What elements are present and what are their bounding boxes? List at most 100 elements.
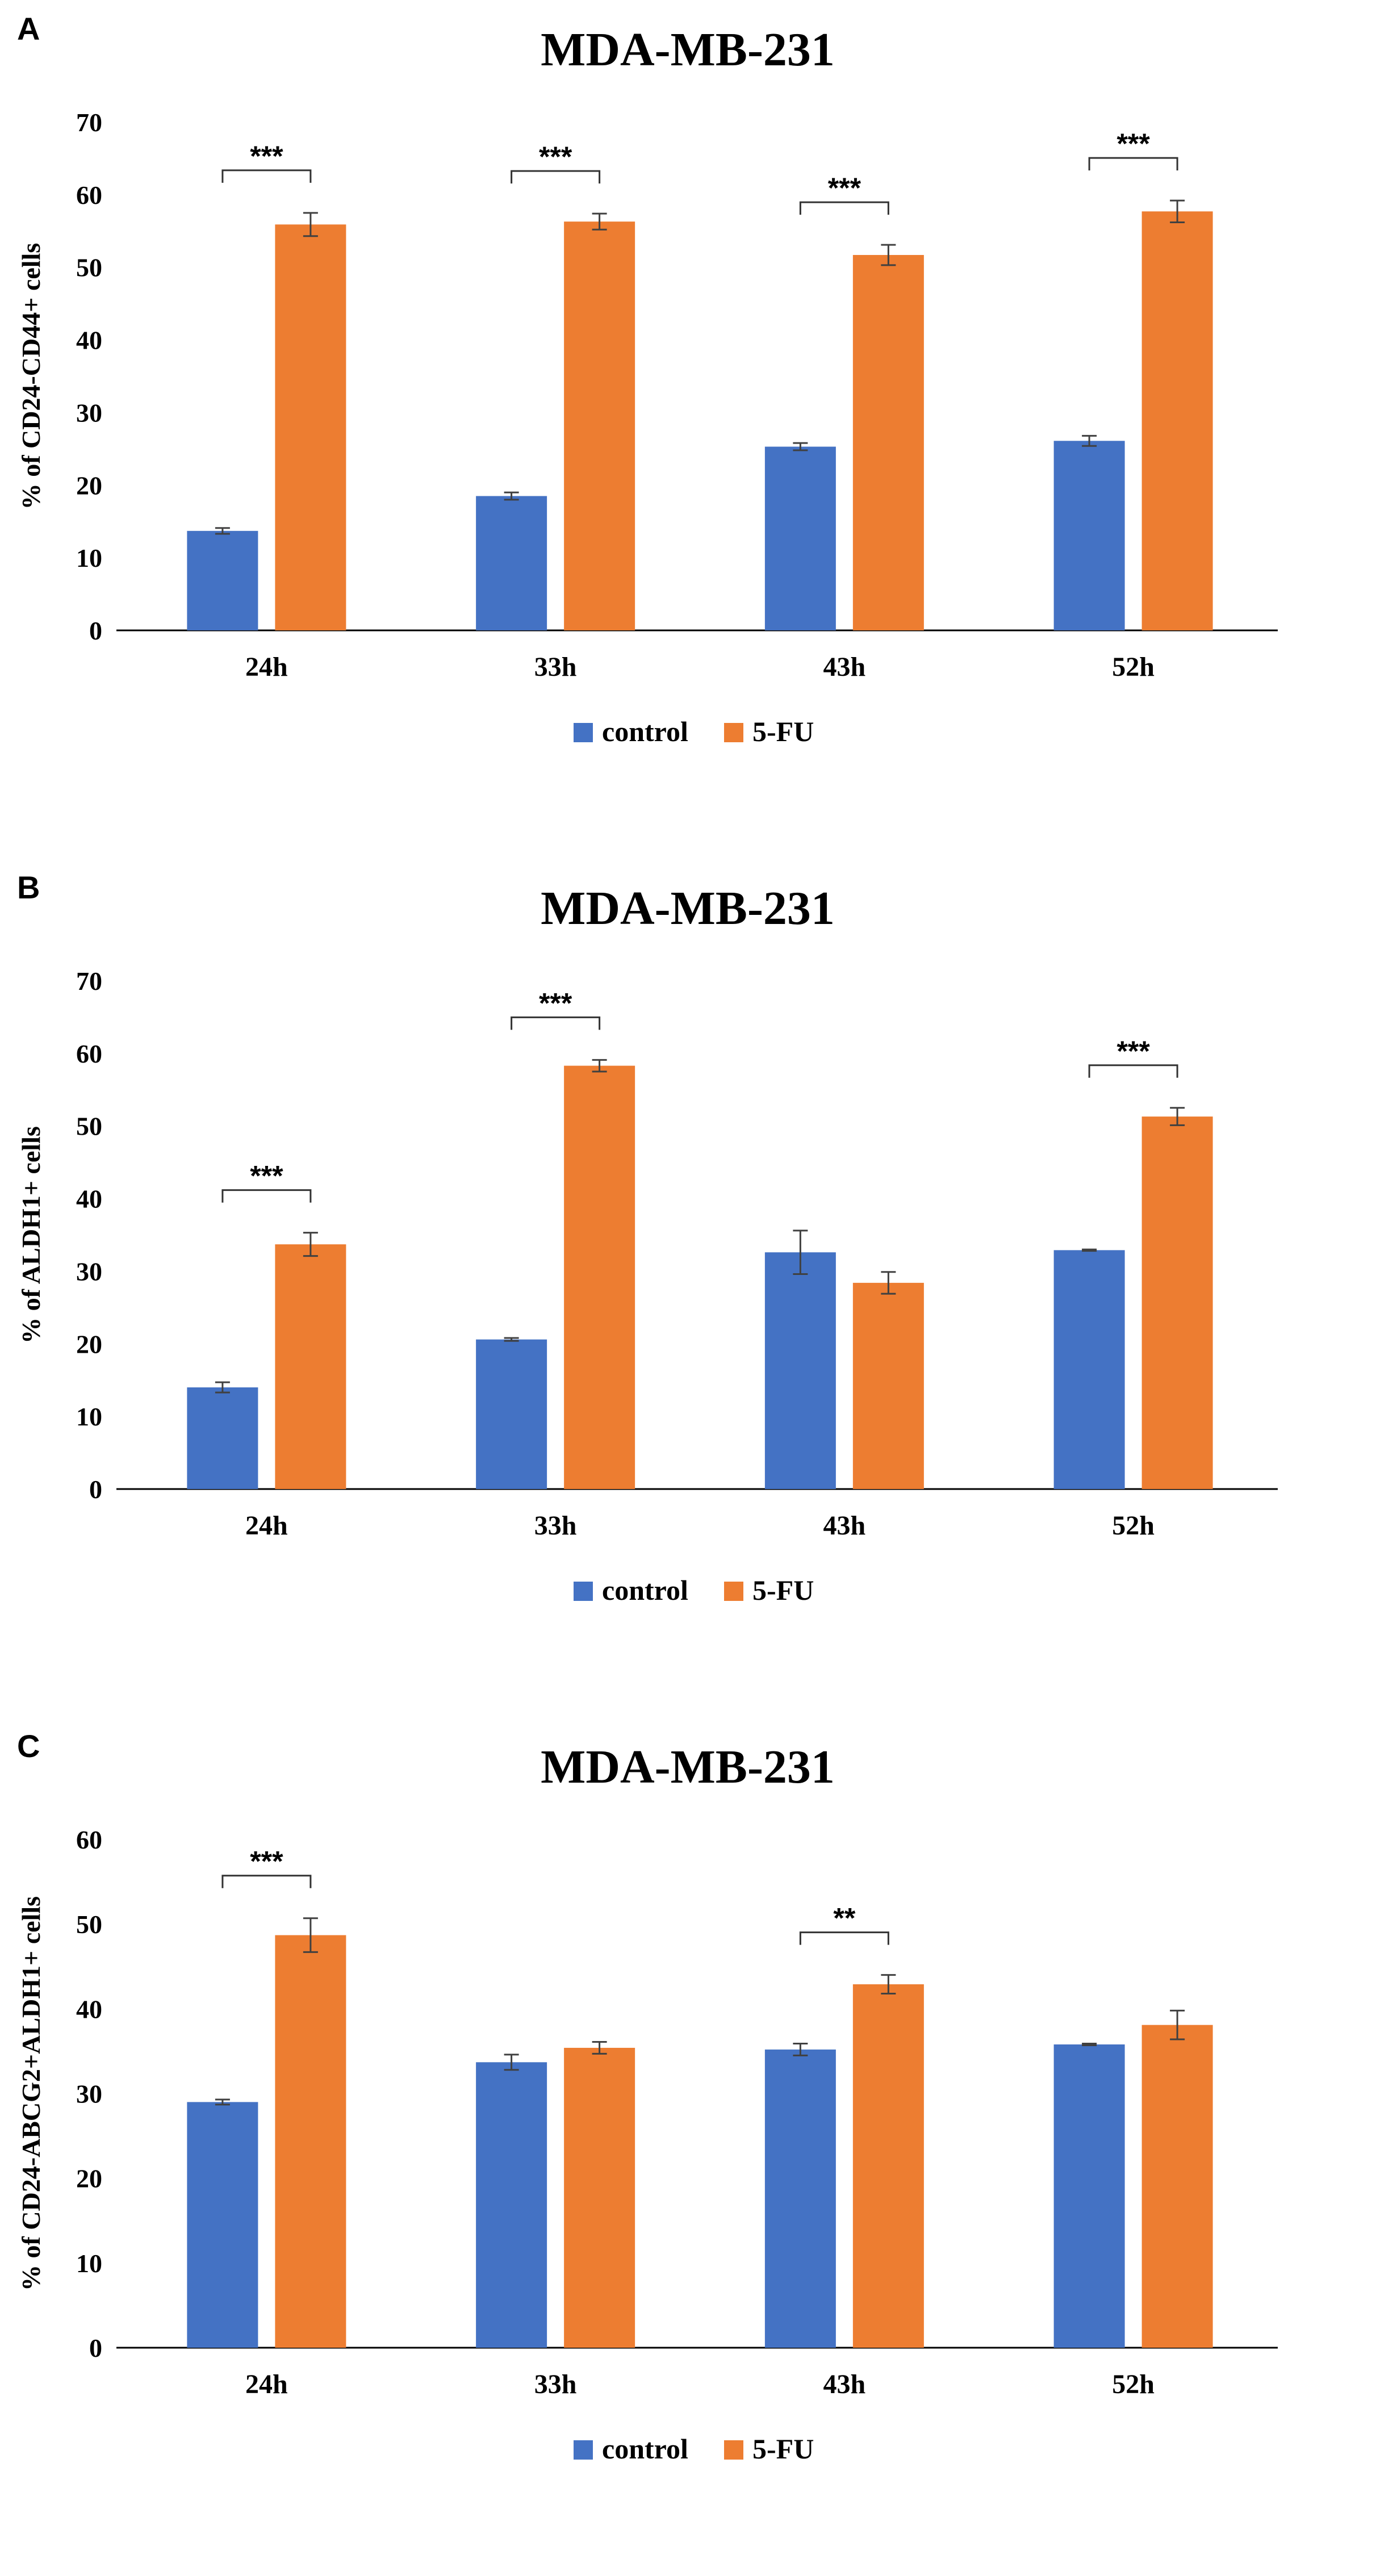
- panel-letter: A: [17, 11, 40, 47]
- bar-5fu-43h: [852, 1282, 924, 1489]
- y-tick-label: 10: [76, 1402, 102, 1431]
- y-tick-label: 30: [76, 398, 102, 427]
- y-tick-label: 50: [76, 253, 102, 282]
- y-tick-label: 20: [76, 2164, 102, 2193]
- x-category-label: 24h: [245, 2369, 288, 2399]
- x-category-label: 33h: [534, 2369, 577, 2399]
- significance-bracket: [799, 201, 889, 215]
- bar-control-52h: [1053, 1250, 1125, 1489]
- x-category-label: 43h: [823, 2369, 866, 2399]
- bar-5fu-43h: [852, 1984, 924, 2348]
- y-tick-label: 60: [76, 181, 102, 210]
- bar-control-24h: [187, 530, 258, 630]
- y-tick-label: 30: [76, 2080, 102, 2109]
- bar-5fu-52h: [1141, 1116, 1213, 1489]
- bar-5fu-52h: [1141, 211, 1213, 630]
- error-bar: [1170, 2009, 1185, 2040]
- significance-bracket: [511, 1016, 601, 1030]
- bar-control-24h: [187, 1387, 258, 1489]
- legend-label: 5-FU: [752, 716, 814, 747]
- error-bar: [881, 1271, 896, 1295]
- error-bar: [1082, 2042, 1097, 2046]
- error-bar: [1170, 199, 1185, 223]
- significance-label: ***: [1116, 128, 1150, 160]
- error-bar: [303, 1917, 318, 1953]
- x-category-label: 33h: [534, 1511, 577, 1541]
- error-bar: [1082, 1248, 1097, 1252]
- legend-swatch: [724, 1582, 743, 1601]
- y-tick-label: 40: [76, 1185, 102, 1214]
- legend: control 5-FU: [574, 716, 814, 747]
- chart-panel-b: B MDA-MB-231 % of ALDH1+ cells 0 10 20 30 40 50 6…: [0, 859, 1376, 1717]
- legend-swatch: [724, 723, 743, 742]
- y-tick-label: 60: [76, 1825, 102, 1854]
- significance-bracket: [799, 1931, 889, 1945]
- error-bar: [215, 527, 230, 535]
- error-bar: [881, 1974, 896, 1994]
- x-category-label: 33h: [534, 652, 577, 682]
- y-tick-label: 0: [89, 2334, 102, 2362]
- bar-control-33h: [476, 496, 547, 630]
- significance-label: ***: [539, 141, 572, 173]
- error-bar: [793, 1230, 808, 1276]
- error-bar: [793, 442, 808, 451]
- legend: control 5-FU: [574, 1574, 814, 1606]
- x-category-label: 43h: [823, 652, 866, 682]
- bar-chart: C MDA-MB-231 % of CD24-ABCG2+ALDH1+ cells 0…: [16, 1728, 1278, 2465]
- chart-title: MDA-MB-231: [541, 1741, 835, 1793]
- bar-5fu-24h: [275, 224, 346, 630]
- error-bar: [793, 2042, 808, 2056]
- chart-panel-a: A MDA-MB-231 % of CD24-CD44+ cells 0 10 20 30 4…: [0, 0, 1376, 859]
- y-tick-label: 10: [76, 2249, 102, 2278]
- error-bar: [1170, 1107, 1185, 1126]
- bar-5fu-43h: [852, 254, 924, 630]
- bar-5fu-33h: [564, 221, 635, 630]
- legend-label: control: [602, 2433, 688, 2465]
- legend-label: 5-FU: [752, 2433, 814, 2465]
- legend-label: control: [602, 1574, 688, 1606]
- error-bar: [215, 1381, 230, 1394]
- error-bar: [215, 2098, 230, 2106]
- x-category-label: 52h: [1112, 2369, 1155, 2399]
- bar-control-52h: [1053, 441, 1125, 630]
- panel-letter: B: [17, 869, 40, 905]
- error-bar: [303, 1232, 318, 1257]
- y-tick-label: 20: [76, 1329, 102, 1358]
- significance-label: ***: [250, 1846, 283, 1877]
- bar-5fu-33h: [564, 1065, 635, 1489]
- significance-label: ***: [1116, 1035, 1150, 1067]
- bar-5fu-52h: [1141, 2025, 1213, 2348]
- y-axis-label: % of CD24-CD44+ cells: [16, 243, 45, 510]
- legend: control 5-FU: [574, 2433, 814, 2465]
- significance-bracket: [221, 169, 312, 183]
- legend-swatch: [574, 723, 593, 742]
- bar-5fu-24h: [275, 1244, 346, 1489]
- error-bar: [592, 212, 607, 231]
- y-tick-label: 70: [76, 967, 102, 996]
- bar-control-52h: [1053, 2044, 1125, 2348]
- panel-letter: C: [17, 1728, 40, 1764]
- y-tick-label: 60: [76, 1039, 102, 1068]
- bar-chart: B MDA-MB-231 % of ALDH1+ cells 0 10 20 30 40 50 6…: [16, 869, 1278, 1606]
- significance-bracket: [221, 1875, 312, 1888]
- legend-swatch: [724, 2440, 743, 2460]
- x-category-label: 52h: [1112, 652, 1155, 682]
- chart-title: MDA-MB-231: [541, 23, 835, 76]
- legend-swatch: [574, 2440, 593, 2460]
- error-bar: [504, 491, 519, 501]
- y-tick-label: 50: [76, 1910, 102, 1939]
- chart-title: MDA-MB-231: [541, 882, 835, 935]
- bar-5fu-24h: [275, 1935, 346, 2348]
- legend-label: control: [602, 716, 688, 747]
- x-category-label: 43h: [823, 1511, 866, 1541]
- error-bar: [881, 244, 896, 266]
- error-bar: [504, 2054, 519, 2071]
- legend-swatch: [574, 1582, 593, 1601]
- error-bar: [592, 1059, 607, 1073]
- chart-panel-c: C MDA-MB-231 % of CD24-ABCG2+ALDH1+ cells 0…: [0, 1717, 1376, 2576]
- error-bar: [592, 2041, 607, 2055]
- bar-control-43h: [764, 1252, 836, 1489]
- y-tick-label: 0: [89, 1475, 102, 1504]
- bar-control-33h: [476, 1339, 547, 1489]
- y-tick-label: 70: [76, 108, 102, 137]
